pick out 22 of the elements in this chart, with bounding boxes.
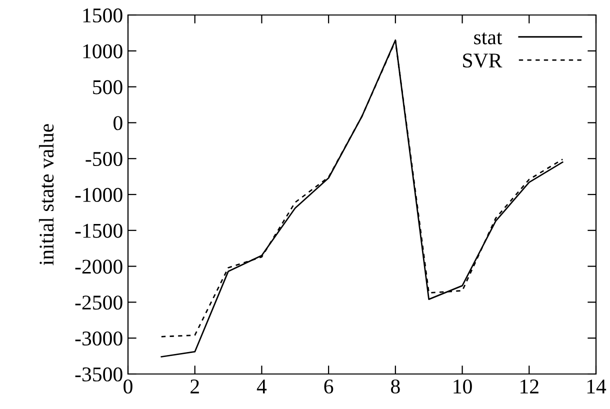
x-tick-label: 6 [324, 380, 334, 394]
x-tick-label: 4 [256, 380, 267, 394]
y-axis-title: initial state value [38, 124, 54, 266]
legend-label: stat [474, 32, 502, 44]
x-tick-label: 8 [391, 379, 400, 394]
y-tick-label: -1500 [75, 224, 122, 238]
y-tick-label: -3000 [75, 331, 122, 346]
y-tick-label: -2000 [75, 260, 122, 274]
y-tick-label: -3500 [75, 367, 122, 382]
y-tick-label: 0 [114, 116, 122, 130]
x-tick-label: 10 [454, 379, 472, 394]
x-tick-label: 2 [190, 380, 199, 394]
x-tick-label: 12 [520, 380, 538, 394]
x-tick-label: 0 [124, 379, 132, 394]
y-tick-label: -2500 [75, 296, 122, 310]
y-tick-label: -1000 [75, 188, 122, 202]
y-tick-label: -500 [86, 152, 122, 166]
x-tick-label: 14 [587, 380, 606, 394]
legend-label: SVR [463, 54, 502, 68]
y-tick-label: 500 [93, 80, 122, 94]
y-tick-label: 1500 [83, 8, 122, 22]
y-tick-label: 1000 [83, 44, 122, 58]
